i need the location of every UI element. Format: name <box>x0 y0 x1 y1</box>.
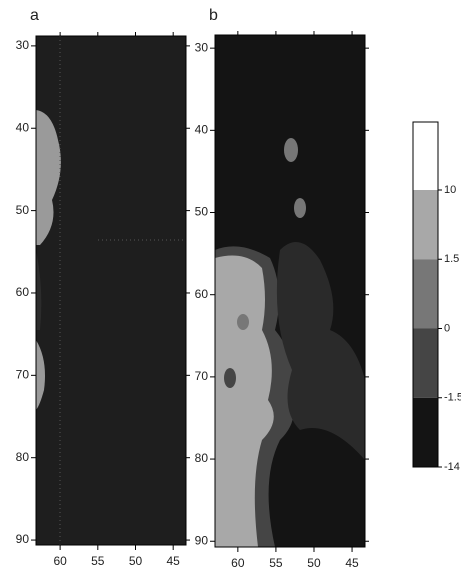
contour-field-b <box>215 35 365 548</box>
colorbar-band <box>413 259 438 329</box>
y-tick-label: 90 <box>195 533 209 547</box>
colorbar-band <box>413 190 438 260</box>
y-tick-label: 70 <box>195 369 209 383</box>
x-tick-label: 60 <box>53 554 67 568</box>
x-tick-label: 55 <box>269 556 283 570</box>
colorbar-label: -14 <box>444 461 460 473</box>
colorbar-label: 1.5 <box>444 253 459 265</box>
colorbar-label: -1.5 <box>444 392 461 404</box>
colorbar-label: 10 <box>444 184 456 196</box>
x-tick-label: 45 <box>345 556 359 570</box>
x-tick-label: 55 <box>91 554 105 568</box>
x-tick-label: 50 <box>129 554 143 568</box>
panel-label: a <box>30 7 39 24</box>
y-tick-label: 80 <box>16 450 30 464</box>
colorbar-band <box>413 122 438 190</box>
colorbar-band <box>413 397 438 467</box>
y-tick-label: 50 <box>195 205 209 219</box>
y-tick-label: 30 <box>16 38 30 52</box>
y-tick-label: 70 <box>16 368 30 382</box>
y-tick-label: 30 <box>195 40 209 54</box>
y-tick-label: 40 <box>16 120 30 134</box>
y-tick-label: 40 <box>195 123 209 137</box>
panel-label: b <box>209 7 218 24</box>
y-tick-label: 80 <box>195 451 209 465</box>
x-tick-label: 45 <box>167 554 181 568</box>
colorbar-frame <box>412 121 439 468</box>
y-tick-label: 50 <box>16 203 30 217</box>
plot-frame <box>35 35 187 546</box>
y-tick-label: 90 <box>16 532 30 546</box>
x-tick-label: 50 <box>307 556 321 570</box>
y-tick-label: 60 <box>16 285 30 299</box>
colorbar-label: 0 <box>444 322 450 334</box>
colorbar-band <box>413 328 438 398</box>
y-tick-label: 60 <box>195 287 209 301</box>
contour-field-a <box>36 36 186 545</box>
plot-frame <box>214 34 366 548</box>
x-tick-label: 60 <box>231 556 245 570</box>
